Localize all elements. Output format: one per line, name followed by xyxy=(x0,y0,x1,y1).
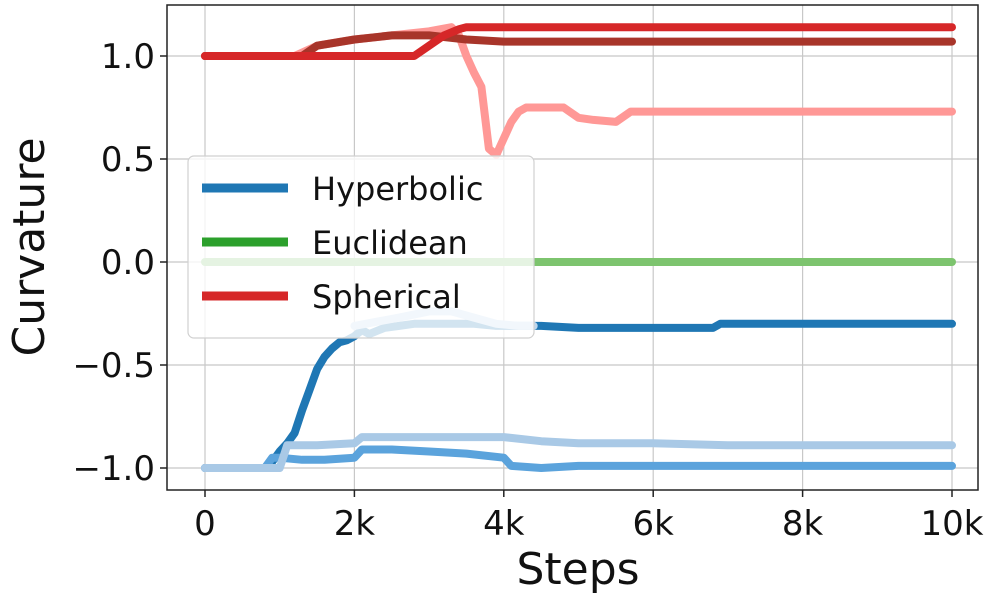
legend: Hyperbolic Euclidean Spherical xyxy=(187,155,535,339)
y-tick-label: −1.0 xyxy=(72,449,155,489)
x-tick-label: 4k xyxy=(483,504,525,544)
y-tick-label: 0.0 xyxy=(101,243,155,283)
y-tick-label: 1.0 xyxy=(101,37,155,77)
series-line-hyperbolic xyxy=(201,445,956,472)
series-line-spherical xyxy=(201,23,956,60)
plot-frame xyxy=(166,4,979,491)
x-tick-label: 8k xyxy=(782,504,824,544)
axis-ticks: 0 2k 4k 6k 8k 10k −1.0 −0.5 0.0 0.5 1.0 xyxy=(72,37,983,544)
x-tick-label: 0 xyxy=(194,504,216,544)
series-lines xyxy=(201,23,956,472)
x-tick-label: 6k xyxy=(633,504,675,544)
x-axis-title: Steps xyxy=(516,544,639,595)
legend-label-spherical: Spherical xyxy=(312,278,461,316)
x-tick-label: 2k xyxy=(334,504,376,544)
x-tick-label: 10k xyxy=(921,504,984,544)
y-axis-title: Curvature xyxy=(4,137,55,356)
y-tick-label: 0.5 xyxy=(101,140,155,180)
legend-label-euclidean: Euclidean xyxy=(312,224,468,262)
legend-label-hyperbolic: Hyperbolic xyxy=(312,170,483,208)
series-line-hyperbolic xyxy=(201,433,956,472)
y-tick-label: −0.5 xyxy=(72,346,155,386)
